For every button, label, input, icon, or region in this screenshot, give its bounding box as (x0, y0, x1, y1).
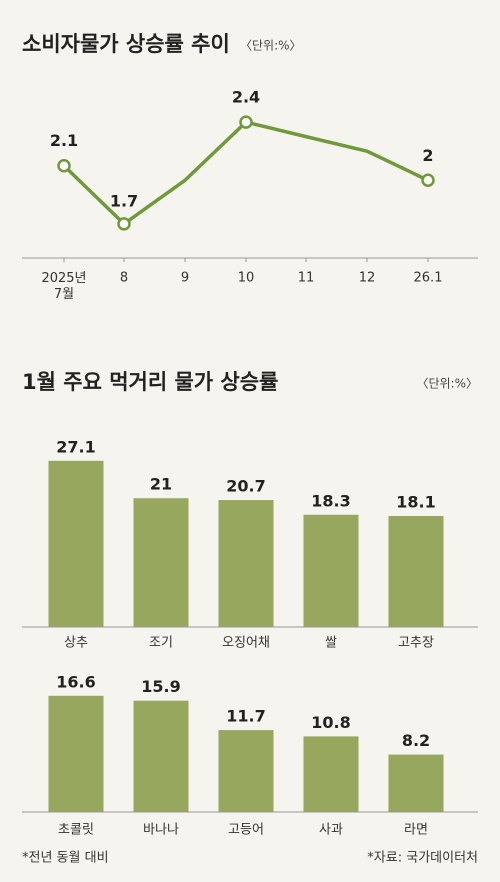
bar (388, 754, 444, 812)
x-tick-label: 쌀 (325, 636, 337, 651)
value-label: 1.7 (110, 191, 138, 210)
note-left: *전년 동월 대비 (22, 851, 109, 866)
marker (57, 158, 71, 173)
x-tick-label: 10 (238, 271, 255, 286)
marker (239, 115, 253, 129)
unit-label: 〈단위:%〉 (240, 39, 302, 53)
x-tick-label: 라면 (404, 823, 428, 838)
value-label: 20.7 (226, 477, 265, 496)
bar (48, 460, 104, 627)
value-label: 27.1 (56, 437, 95, 456)
bar (48, 695, 104, 812)
value-label: 18.1 (396, 492, 435, 511)
x-tick-label: 12 (359, 271, 376, 286)
value-label: 16.6 (56, 672, 95, 691)
value-label: 18.3 (311, 491, 350, 510)
x-tick-label: 사과 (319, 823, 343, 838)
note-right: *자료: 국가데이터처 (367, 851, 478, 866)
value-label: 2 (422, 146, 433, 165)
x-tick-label: 고등어 (228, 823, 264, 838)
x-tick-label: 상추 (64, 636, 88, 651)
x-tick-label: 바나나 (143, 823, 179, 838)
value-label: 15.9 (141, 677, 180, 696)
x-tick-label: 2025년 7월 (41, 271, 86, 302)
value-label: 10.8 (311, 713, 350, 732)
bar (218, 500, 274, 627)
bar (303, 514, 359, 627)
x-tick-label: 고추장 (398, 636, 434, 651)
unit-label: 〈단위:%〉 (416, 377, 478, 391)
x-tick-label: 26.1 (414, 271, 443, 286)
marker (117, 217, 131, 231)
value-label: 8.2 (402, 731, 430, 750)
x-tick-label: 오징어채 (222, 636, 270, 651)
marker (421, 173, 435, 188)
x-tick-label: 8 (120, 271, 128, 286)
chart-title: 소비자물가 상승률 추이 (22, 32, 230, 56)
chart-title: 1월 주요 먹거리 물가 상승률 (22, 370, 278, 394)
value-label: 21 (150, 475, 172, 494)
x-tick-label: 초콜릿 (58, 823, 94, 838)
bar (218, 730, 274, 812)
bar (388, 515, 444, 627)
bar (133, 700, 189, 812)
x-tick-label: 11 (298, 271, 315, 286)
bar (303, 736, 359, 812)
x-tick-label: 조기 (149, 636, 173, 651)
value-label: 11.7 (226, 707, 265, 726)
x-tick-label: 9 (181, 271, 189, 286)
value-label: 2.4 (232, 88, 260, 107)
value-label: 2.1 (50, 131, 78, 150)
bar (133, 498, 189, 627)
